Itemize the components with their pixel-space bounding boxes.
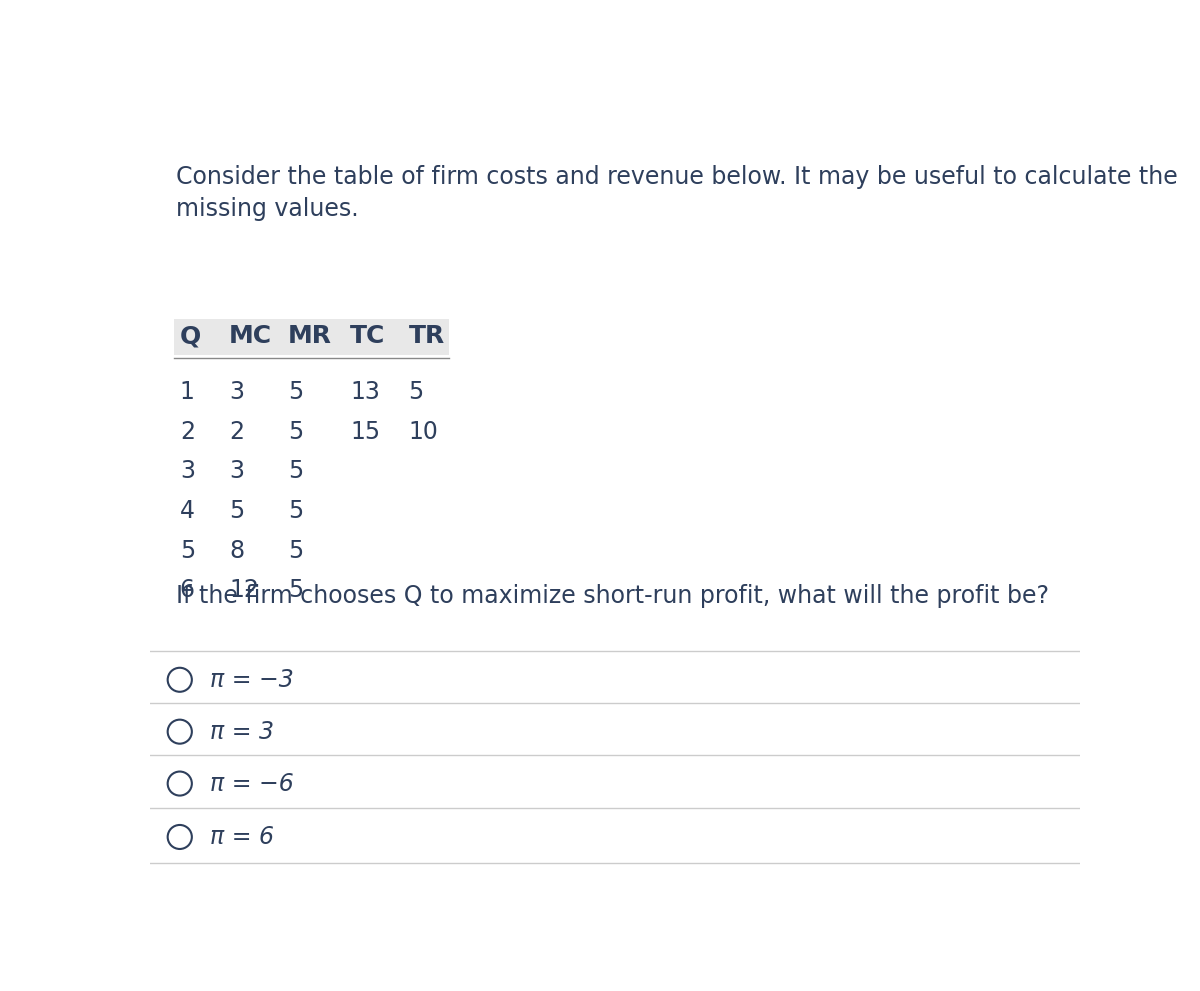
Text: 5: 5 <box>288 539 302 563</box>
Text: 5: 5 <box>180 539 196 563</box>
Text: 5: 5 <box>408 381 424 404</box>
Text: Consider the table of firm costs and revenue below. It may be useful to calculat: Consider the table of firm costs and rev… <box>176 165 1177 188</box>
Text: 8: 8 <box>229 539 244 563</box>
Text: 3: 3 <box>229 460 244 484</box>
Text: π = −3: π = −3 <box>210 668 294 692</box>
Text: MR: MR <box>288 324 331 349</box>
Text: π = 3: π = 3 <box>210 719 275 743</box>
FancyBboxPatch shape <box>174 319 449 356</box>
Text: MC: MC <box>229 324 272 349</box>
Text: 1: 1 <box>180 381 194 404</box>
Text: 3: 3 <box>180 460 194 484</box>
Text: 12: 12 <box>229 579 259 603</box>
Text: 2: 2 <box>180 420 194 444</box>
Text: 5: 5 <box>288 499 302 523</box>
Text: π = −6: π = −6 <box>210 772 294 796</box>
Text: 13: 13 <box>350 381 380 404</box>
Text: missing values.: missing values. <box>176 197 359 221</box>
Text: 5: 5 <box>288 579 302 603</box>
Text: π = 6: π = 6 <box>210 825 275 849</box>
Text: 3: 3 <box>229 381 244 404</box>
Text: 4: 4 <box>180 499 194 523</box>
Text: 5: 5 <box>229 499 245 523</box>
Text: If the firm chooses Q to maximize short-run profit, what will the profit be?: If the firm chooses Q to maximize short-… <box>176 585 1049 608</box>
Text: 5: 5 <box>288 460 302 484</box>
Text: 15: 15 <box>350 420 380 444</box>
Text: 6: 6 <box>180 579 194 603</box>
Text: 2: 2 <box>229 420 244 444</box>
Text: TC: TC <box>350 324 385 349</box>
Text: TR: TR <box>408 324 445 349</box>
Text: Q: Q <box>180 324 202 349</box>
Text: 5: 5 <box>288 381 302 404</box>
Text: 10: 10 <box>408 420 438 444</box>
Text: 5: 5 <box>288 420 302 444</box>
